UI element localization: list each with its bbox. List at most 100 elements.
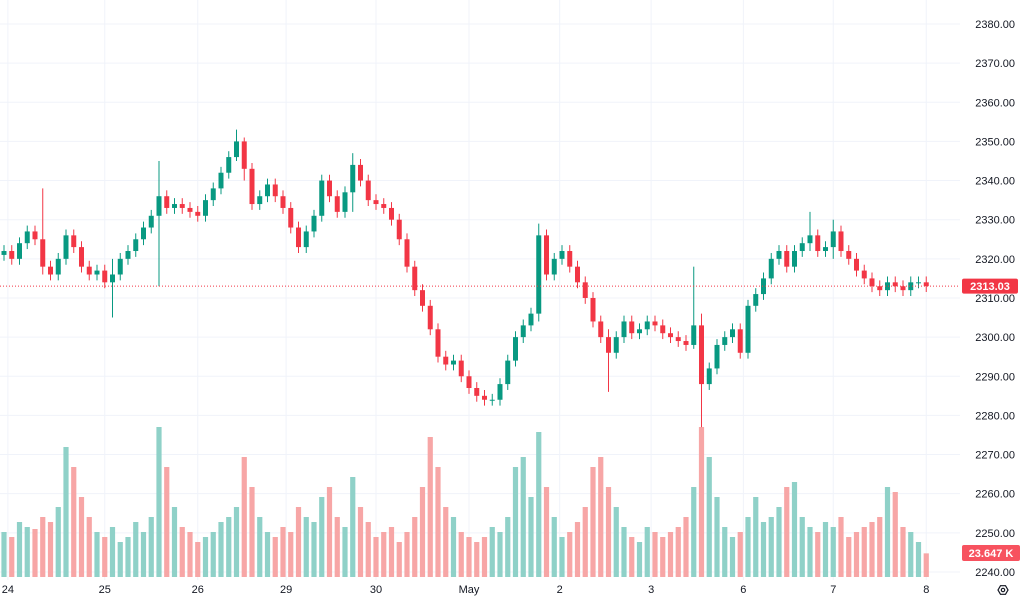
volume-bar: [574, 522, 581, 577]
candle-body: [823, 247, 828, 252]
candle-body: [854, 258, 859, 271]
candle-body: [32, 231, 38, 240]
y-tick-label: 2260.00: [975, 489, 1015, 501]
x-tick-label: 8: [923, 584, 929, 596]
volume-bar: [838, 517, 844, 577]
volume-bar: [691, 487, 697, 577]
x-tick-label: 6: [740, 584, 746, 596]
candle-body: [40, 239, 46, 267]
candle-body: [187, 207, 193, 212]
candle-body: [412, 266, 418, 291]
candle-body: [737, 329, 743, 353]
volume-bar: [784, 487, 790, 577]
candle-body: [311, 215, 317, 232]
candle-body: [877, 286, 883, 291]
volume-bar: [458, 532, 464, 577]
volume-bar: [373, 537, 379, 577]
volume-bar: [350, 477, 356, 577]
candle-body: [63, 235, 69, 259]
y-tick-label: 2360.00: [975, 97, 1015, 109]
candle-body: [234, 141, 239, 158]
candle-body: [536, 235, 542, 314]
candle-body: [420, 290, 425, 306]
volume-bar: [202, 537, 209, 577]
x-tick-label: 26: [192, 584, 204, 596]
candle-body: [373, 200, 379, 205]
volume-bar: [117, 542, 123, 577]
volume-bar: [629, 537, 635, 577]
y-tick-label: 2320.00: [975, 254, 1015, 266]
candle-body: [257, 196, 263, 205]
candle-body: [288, 207, 294, 228]
gear-icon[interactable]: [997, 585, 1009, 595]
volume-bar: [233, 507, 240, 577]
candle-body: [652, 321, 658, 326]
candle-body: [683, 341, 689, 345]
candle-body: [327, 180, 332, 197]
candle-body: [179, 204, 185, 208]
candle-body: [102, 270, 108, 283]
y-tick-label: 2380.00: [975, 19, 1015, 31]
volume-bar: [877, 517, 883, 577]
candle-body: [520, 325, 526, 338]
volume-bar: [644, 527, 650, 577]
candle-body: [482, 395, 487, 400]
price-axis[interactable]: 2380.00 2370.00 2360.00 2350.00 2340.00 2330.…: [975, 19, 1015, 579]
volume-bar: [9, 537, 15, 577]
candle-body: [590, 297, 596, 322]
candle-body: [48, 266, 53, 275]
volume-bar: [264, 532, 271, 577]
volume-bar: [388, 527, 395, 577]
candle-body: [210, 188, 216, 201]
volume-bar: [71, 467, 77, 577]
volume-bar: [807, 527, 813, 577]
candle-body: [218, 172, 224, 189]
candle-body: [513, 337, 518, 361]
volume-bar: [450, 517, 457, 577]
x-tick-label: 2: [557, 584, 563, 596]
candle-body: [598, 321, 604, 338]
volume-bar: [621, 527, 627, 577]
volume-bar: [334, 517, 340, 577]
volume-bar: [660, 537, 666, 577]
time-axis[interactable]: 24 25 26 29 30 May 2 3 6 7 8: [2, 584, 930, 596]
y-tick-label: 2350.00: [975, 136, 1015, 148]
volume-bar: [195, 542, 201, 577]
x-tick-label: 30: [370, 584, 382, 596]
volume-bar: [94, 532, 100, 577]
x-tick-label: 3: [648, 584, 654, 596]
candle-body: [334, 196, 340, 212]
volume-bar: [109, 527, 116, 577]
candle-body: [389, 207, 394, 220]
candle-body: [699, 325, 704, 385]
volume-bar: [489, 527, 495, 577]
volume-bar: [559, 537, 565, 577]
candles: [1, 129, 929, 428]
last-volume-badge: 23.647 K: [962, 545, 1020, 561]
candle-body: [637, 329, 642, 334]
volume-bar: [722, 527, 728, 577]
volume-bar: [714, 497, 720, 577]
candle-body: [776, 251, 782, 259]
volume-bar: [861, 527, 867, 577]
candle-body: [265, 184, 270, 197]
volume-bar: [590, 467, 596, 577]
candle-body: [753, 294, 759, 306]
x-tick-label: 25: [99, 584, 111, 596]
volume-bar: [311, 522, 317, 577]
volume-bar: [404, 532, 410, 577]
candle-body: [365, 180, 371, 201]
candle-body: [908, 282, 914, 291]
volume-bar: [884, 487, 891, 577]
volume-bar: [63, 447, 69, 577]
candle-body: [613, 337, 619, 353]
y-tick-label: 2310.00: [975, 293, 1015, 305]
candle-body: [241, 141, 247, 169]
candle-body: [9, 251, 15, 259]
candle-body: [226, 157, 232, 173]
volume-bar: [241, 457, 247, 577]
volume-bar: [846, 537, 852, 577]
candle-body: [768, 258, 774, 279]
volume-bar: [474, 542, 480, 577]
